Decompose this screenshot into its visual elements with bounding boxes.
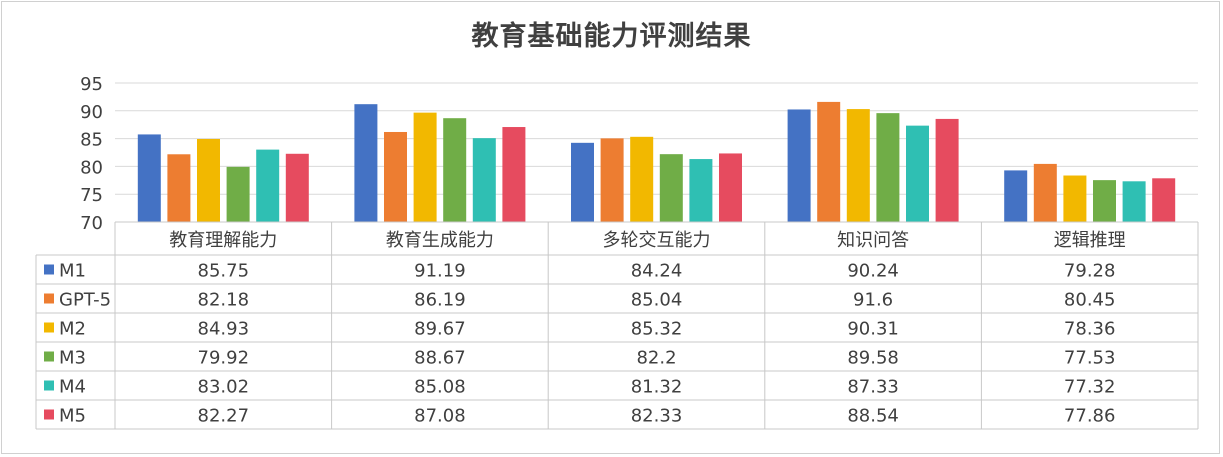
data-label: 77.32 [1064, 377, 1116, 398]
bar [1152, 178, 1176, 222]
bar [719, 153, 742, 222]
bar [630, 136, 654, 222]
legend-key [44, 293, 54, 304]
category-label: 多轮交互能力 [603, 230, 711, 251]
bar [1033, 163, 1057, 222]
data-label: 88.67 [414, 348, 466, 369]
data-label: 87.08 [414, 406, 466, 427]
series-name: M1 [59, 261, 86, 282]
bar [197, 138, 220, 222]
bar [1093, 180, 1116, 222]
data-label: 80.45 [1064, 290, 1116, 311]
data-label: 82.33 [631, 406, 683, 427]
bar [167, 154, 191, 222]
y-tick-label: 75 [80, 185, 103, 206]
data-label: 88.54 [847, 406, 899, 427]
data-label: 91.6 [853, 290, 893, 311]
data-label: 77.86 [1064, 406, 1116, 427]
y-tick-label: 70 [80, 213, 103, 234]
legend-key [44, 380, 54, 391]
y-tick-label: 85 [80, 130, 103, 151]
data-label: 82.2 [636, 348, 676, 369]
category-label: 教育生成能力 [386, 230, 494, 251]
y-tick-label: 90 [80, 102, 103, 123]
bar [600, 138, 624, 222]
bar [137, 134, 161, 222]
bar [256, 149, 280, 222]
data-label: 86.19 [414, 290, 466, 311]
category-label: 逻辑推理 [1054, 230, 1126, 251]
bar [876, 113, 900, 222]
data-label: 84.24 [631, 261, 683, 282]
bar [689, 159, 713, 222]
bar [413, 112, 437, 222]
data-label: 85.08 [414, 377, 466, 398]
bar [384, 131, 407, 222]
bar [1122, 181, 1146, 222]
data-label: 81.32 [631, 377, 683, 398]
bar [906, 125, 929, 222]
category-label: 知识问答 [837, 230, 909, 251]
data-label: 82.18 [198, 290, 250, 311]
series-name: M3 [59, 348, 86, 369]
data-label: 91.19 [414, 261, 466, 282]
data-label: 89.67 [414, 319, 466, 340]
chart-title: 教育基础能力评测结果 [471, 21, 752, 52]
bar [443, 118, 467, 222]
y-tick-label: 95 [80, 74, 103, 95]
legend-key [44, 264, 54, 275]
category-label: 教育理解能力 [169, 230, 277, 251]
bar [659, 154, 683, 222]
y-tick-label: 80 [80, 157, 103, 178]
series-name: M2 [59, 319, 86, 340]
series-name: GPT-5 [59, 290, 111, 311]
data-label: 83.02 [198, 377, 250, 398]
bar [502, 127, 526, 222]
data-label: 84.93 [198, 319, 250, 340]
series-name: M4 [59, 377, 86, 398]
series-name: M5 [59, 406, 86, 427]
data-label: 90.31 [847, 319, 899, 340]
data-label: 90.24 [847, 261, 899, 282]
bar [817, 101, 841, 222]
data-label: 82.27 [198, 406, 250, 427]
bar [787, 109, 811, 222]
data-label: 85.04 [631, 290, 683, 311]
data-label: 85.75 [198, 261, 250, 282]
data-label: 78.36 [1064, 319, 1116, 340]
bar [935, 118, 959, 222]
bar [1063, 175, 1087, 222]
bar [285, 153, 309, 222]
bar [571, 142, 594, 222]
legend-key [44, 409, 54, 420]
data-label: 77.53 [1064, 348, 1116, 369]
bar [1004, 170, 1028, 222]
data-label: 79.92 [198, 348, 250, 369]
data-label: 79.28 [1064, 261, 1116, 282]
data-label: 87.33 [847, 377, 899, 398]
bar [846, 109, 870, 222]
bar [226, 166, 250, 222]
data-label: 89.58 [847, 348, 899, 369]
legend-key [44, 351, 54, 362]
data-label: 85.32 [631, 319, 683, 340]
bar [354, 104, 378, 222]
legend-key [44, 322, 54, 333]
bar [472, 138, 496, 222]
